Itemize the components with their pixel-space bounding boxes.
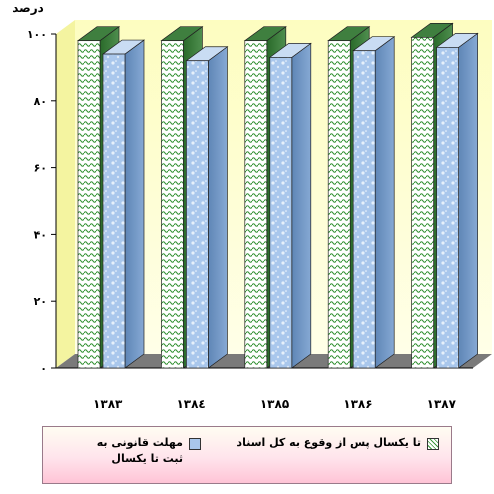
bar-front (411, 36, 434, 369)
bar-series-2-3 (268, 42, 312, 369)
x-category-label: ۱۳۸۳ (93, 397, 123, 411)
bar-side (291, 42, 312, 369)
y-tick-label: ۶۰ (34, 162, 47, 175)
bar-front (186, 60, 209, 369)
bar-side (124, 39, 145, 369)
bar-side (374, 36, 395, 369)
bar-front (161, 40, 184, 369)
bar-side (458, 32, 478, 369)
y-tick-label: ۴۰ (34, 228, 47, 241)
bar-side (208, 46, 228, 369)
y-tick-label: ۰ (40, 362, 47, 375)
bar-chart: ۰ ۲۰ ۴۰ ۶۰ ۸۰ ۱۰۰ ۱۳۸۳ ۱۳۸٤ ۱۳۸۵ ۱۳۸۶ ۱۳۸۷ درصد (12, 1, 492, 411)
legend: تا یکسال پس از وقوع به کل اسناد مهلت قان… (42, 426, 452, 484)
bar-front (327, 40, 351, 369)
y-tick-label: ۲۰ (34, 295, 47, 308)
y-tick-label: ۸۰ (34, 95, 47, 108)
bar-series-2-5 (435, 32, 479, 369)
legend-swatch-green (427, 438, 439, 450)
bar-front (352, 50, 376, 369)
y-axis-label: درصد (12, 1, 44, 15)
legend-label-series-2-line-2: ثبت تا یکسال (111, 452, 183, 465)
bar-front (436, 47, 459, 369)
legend-item-series-2: مهلت قانونی به ثبت تا یکسال (97, 435, 201, 467)
bar-front (244, 40, 268, 369)
bar-front (269, 57, 293, 369)
legend-swatch-blue (189, 438, 201, 450)
bar-front (77, 40, 101, 369)
legend-label-series-2-line-1: مهلت قانونی به (96, 436, 183, 449)
bar-front (102, 53, 126, 369)
bar-series-2-4 (352, 36, 396, 369)
x-category-label: ۱۳۸۵ (260, 397, 289, 411)
bar-series-2-2 (185, 46, 229, 369)
bar-series-2-1 (101, 39, 146, 369)
y-tick-label: ۱۰۰ (27, 28, 47, 41)
legend-item-series-1: تا یکسال پس از وقوع به کل اسناد (236, 435, 439, 451)
side-wall (56, 20, 75, 368)
x-category-label: ۱۳۸۶ (343, 397, 372, 411)
legend-label-series-1: تا یکسال پس از وقوع به کل اسناد (236, 436, 421, 449)
x-category-label: ۱۳۸۷ (427, 397, 457, 411)
x-category-label: ۱۳۸٤ (176, 397, 205, 411)
